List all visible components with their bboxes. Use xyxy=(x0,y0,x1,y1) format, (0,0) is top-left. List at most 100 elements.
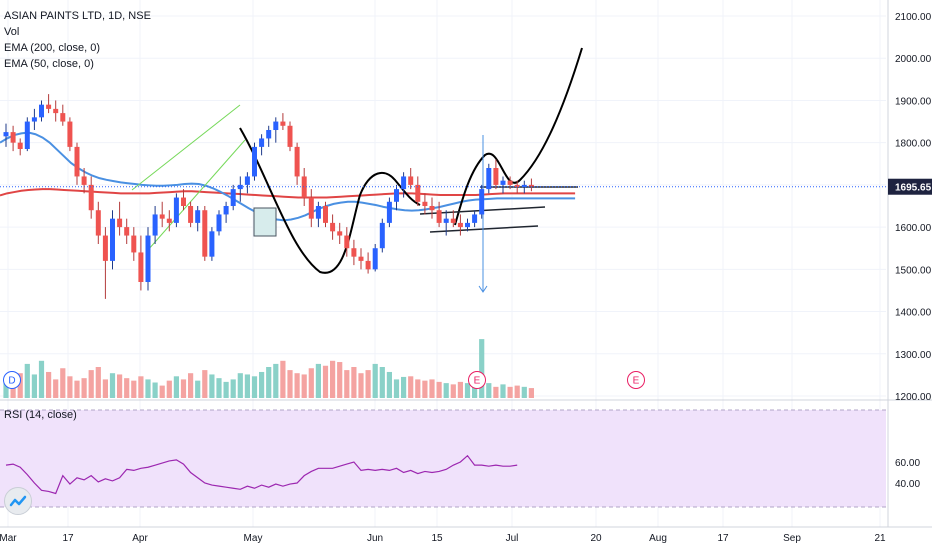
candle-body xyxy=(195,210,201,223)
tradingview-logo-icon[interactable] xyxy=(4,487,32,515)
rsi-tick-label: 40.00 xyxy=(895,479,920,490)
candle-body xyxy=(443,218,449,223)
candle-body xyxy=(330,222,336,232)
dividend-marker-label: D xyxy=(8,376,15,387)
cup-curve xyxy=(239,127,421,274)
target-arrow-head xyxy=(478,285,488,293)
volume-bar xyxy=(330,360,336,398)
volume-bar xyxy=(74,380,80,398)
candle-body xyxy=(95,210,101,236)
candle-body xyxy=(152,214,158,236)
volume-bar xyxy=(315,363,321,398)
earnings-marker[interactable]: E xyxy=(468,371,486,389)
volume-bar xyxy=(287,370,293,398)
rsi-band xyxy=(0,409,886,508)
candle-body xyxy=(138,252,144,282)
volume-bar xyxy=(450,384,456,398)
volume-bar xyxy=(230,379,236,398)
volume-bar xyxy=(38,360,45,398)
volume-bar xyxy=(237,373,243,398)
time-tick-label: Aug xyxy=(649,533,667,544)
legend-ema200[interactable]: EMA (200, close, 0) xyxy=(4,42,100,54)
volume-bar xyxy=(46,371,52,398)
candle-body xyxy=(401,176,407,190)
candle-body xyxy=(74,146,80,177)
dividend-marker[interactable]: D xyxy=(3,371,21,389)
candle-body xyxy=(422,201,428,206)
volume-bar xyxy=(251,376,258,398)
candle-body xyxy=(436,210,442,223)
candle-body xyxy=(252,146,257,177)
candle-body xyxy=(415,184,421,202)
volume-bar xyxy=(528,388,534,398)
volume-bar xyxy=(479,339,485,398)
candle-body xyxy=(273,121,279,130)
candle-body xyxy=(486,168,492,190)
volume-bar xyxy=(337,362,343,398)
candle-body xyxy=(39,104,44,118)
candle-body xyxy=(124,227,130,236)
price-tick-label: 1500.00 xyxy=(895,265,932,276)
volume-bar xyxy=(138,376,144,398)
candle-body xyxy=(81,176,87,185)
price-tick-label: 2000.00 xyxy=(895,54,932,65)
candle-body xyxy=(365,260,371,270)
volume-bar xyxy=(443,383,449,398)
earnings-marker-circle xyxy=(468,371,486,389)
candle-body xyxy=(259,138,265,147)
volume-bar xyxy=(436,381,442,398)
candle-body xyxy=(372,248,378,270)
candle-body xyxy=(287,125,293,147)
volume-bar xyxy=(379,367,385,398)
candle-body xyxy=(202,210,208,257)
candle-body xyxy=(351,248,357,257)
volume-bar xyxy=(408,376,414,398)
volume-bar xyxy=(195,380,201,398)
volume-bar xyxy=(401,376,407,398)
candle-body xyxy=(88,184,94,211)
candle-body xyxy=(46,104,52,109)
volume-bar xyxy=(244,374,250,398)
candle-body xyxy=(379,222,385,249)
volume-bar xyxy=(266,367,272,398)
volume-bar xyxy=(209,374,215,398)
candle-body xyxy=(181,197,186,206)
volume-bar xyxy=(117,374,123,398)
legend-ema50[interactable]: EMA (50, close, 0) xyxy=(4,58,94,70)
volume-bar xyxy=(273,363,279,398)
time-tick-label: 17 xyxy=(62,533,74,544)
candle-body xyxy=(386,201,392,223)
candle-body xyxy=(514,184,520,187)
candle-body xyxy=(244,176,250,185)
dividend-marker-circle xyxy=(3,371,21,389)
candle-body xyxy=(3,132,9,137)
last-price-badge xyxy=(888,178,932,195)
candle-body xyxy=(209,231,215,257)
price-tick-label: 2100.00 xyxy=(895,12,932,23)
candle-body xyxy=(188,206,194,223)
candle-body xyxy=(521,184,527,187)
candle-body xyxy=(110,218,115,261)
candle-body xyxy=(408,176,414,185)
volume-bar xyxy=(259,371,265,398)
candles[interactable] xyxy=(3,94,534,299)
candle-body xyxy=(465,222,470,228)
legend-vol[interactable]: Vol xyxy=(4,26,20,38)
volume-bar xyxy=(202,370,208,398)
legend-symbol[interactable]: ASIAN PAINTS LTD, 1D, NSE xyxy=(4,10,151,22)
price-tick-label: 1400.00 xyxy=(895,308,932,319)
candle-body xyxy=(394,189,399,202)
earnings-marker-future[interactable]: E xyxy=(627,371,645,389)
rsi-legend[interactable]: RSI (14, close) xyxy=(4,409,77,421)
volume-bar xyxy=(351,367,357,398)
volume-bar xyxy=(486,383,492,398)
candle-body xyxy=(131,235,137,253)
volume-bar xyxy=(507,386,513,398)
price-tick-label: 1900.00 xyxy=(895,96,932,107)
time-tick-label: 15 xyxy=(431,533,443,544)
volume-bar xyxy=(393,379,400,398)
candle-body xyxy=(528,184,534,187)
